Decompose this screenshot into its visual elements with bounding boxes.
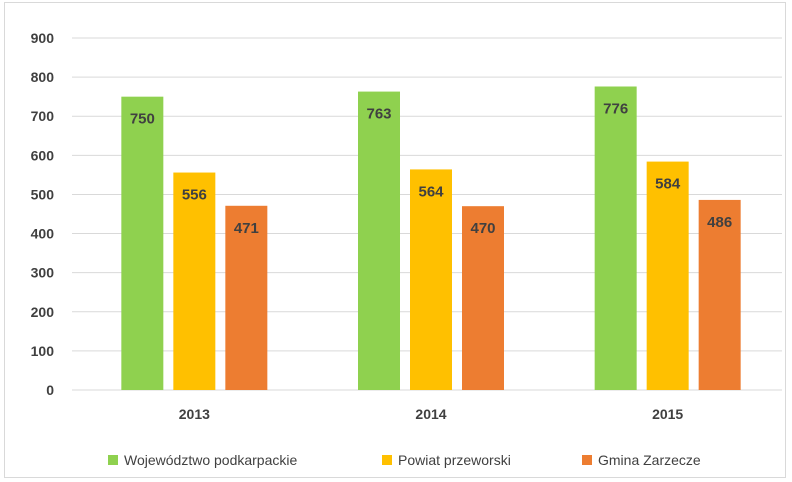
bar [121,96,164,391]
bar [358,91,400,391]
y-tick-label: 100 [31,343,55,359]
data-label: 584 [655,176,681,193]
y-tick-label: 500 [31,186,55,202]
data-label: 763 [366,106,391,123]
y-axis-ticks: 0 100 200 300 400 500 600 700 800 900 [31,30,55,398]
legend: Województwo podkarpackie Powiat przeworsk… [108,452,701,468]
legend-swatch [582,455,592,465]
y-tick-label: 300 [31,265,55,281]
legend-item: Gmina Zarzecze [582,452,701,468]
y-tick-label: 900 [31,30,55,46]
legend-label: Powiat przeworski [398,452,511,468]
bar [594,86,637,391]
y-tick-label: 600 [31,147,55,163]
bar [410,169,452,390]
data-label: 564 [418,183,444,200]
x-tick-label: 2013 [179,406,210,422]
legend-swatch [382,455,392,465]
legend-label: Gmina Zarzecze [598,452,701,468]
x-tick-label: 2015 [652,406,683,422]
bar [646,161,689,390]
bar [173,172,216,390]
data-label: 486 [707,214,732,231]
y-tick-label: 400 [31,226,55,242]
chart-frame [4,2,786,478]
data-label: 470 [470,220,495,237]
legend-item: Powiat przeworski [382,452,511,468]
y-tick-label: 200 [31,304,55,320]
legend-item: Województwo podkarpackie [108,452,297,468]
legend-label: Województwo podkarpackie [124,452,297,468]
x-tick-label: 2014 [415,406,446,422]
data-label: 750 [130,111,155,128]
data-label: 471 [234,220,259,237]
y-tick-label: 700 [31,108,55,124]
bars: 750 556 471 763 564 470 776 584 486 [121,86,741,391]
bar [462,206,504,390]
y-tick-label: 800 [31,69,55,85]
bar [225,205,268,390]
bar [698,199,741,390]
data-label: 776 [603,100,628,117]
legend-swatch [108,455,118,465]
y-tick-label: 0 [46,382,54,398]
data-label: 556 [182,187,207,204]
x-axis-ticks: 2013 2014 2015 [179,406,684,422]
